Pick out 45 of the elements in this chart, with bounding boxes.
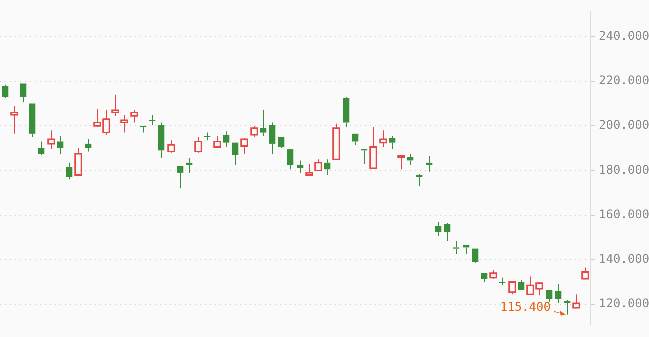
candlestick [158,122,165,159]
candlestick [66,162,73,180]
candlestick [85,138,92,152]
candlestick [29,104,36,138]
y-tick-label: 120.000 [599,296,649,311]
annotation: 115.400 [500,300,551,314]
candlestick [287,150,294,170]
candlestick [324,159,331,176]
candlestick [269,122,276,154]
y-tick-label: 140.000 [599,252,649,266]
candlestick [481,273,488,283]
candlestick [120,114,128,134]
candlestick [223,131,230,148]
candlestick [435,222,442,238]
y-tick-label: 180.000 [599,162,649,177]
candlestick [555,284,562,304]
candlestick [177,166,184,190]
candlestick [546,290,553,303]
candlestick [352,134,359,146]
candlestick [297,160,304,174]
candlestick [416,174,423,187]
candlestick [38,141,45,156]
candlestick [48,130,56,150]
candlestick [389,136,396,150]
y-tick-label: 220.000 [599,74,649,88]
candlestick [398,154,406,170]
candlestick [380,130,388,148]
y-tick-label: 200.000 [599,118,649,132]
candlestick [57,136,64,154]
candlestick [260,110,267,137]
candlestick [20,84,27,104]
candlestick [472,248,479,264]
y-tick-label: 240.000 [599,28,649,43]
candlestick [453,240,460,255]
candlestick [112,94,120,117]
candlestick [343,96,350,128]
candlestick [370,126,378,170]
candlestick [306,164,314,177]
candlestick [10,106,18,134]
candlestick [149,114,156,126]
candlestick [518,280,525,290]
y-tick-label: 160.000 [599,207,649,222]
candlestick [278,137,285,149]
candlestick [444,222,451,242]
candlestick [214,136,222,148]
